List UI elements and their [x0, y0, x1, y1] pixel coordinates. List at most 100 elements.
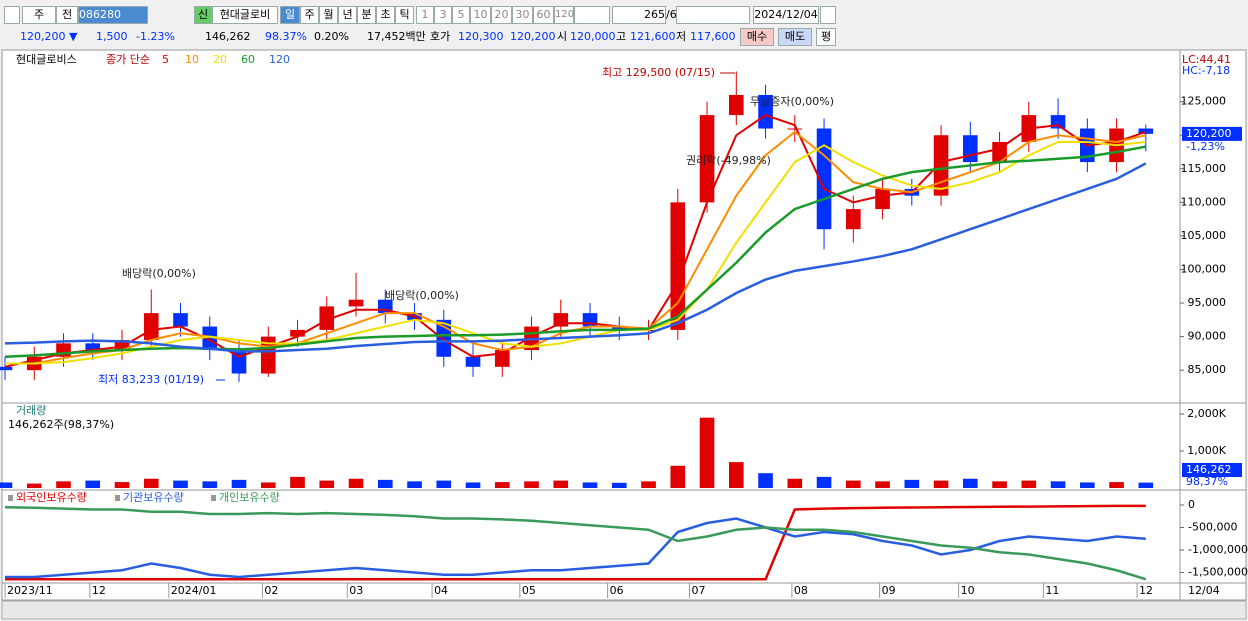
y-tick-label: 110,000	[1181, 195, 1227, 208]
y-tick-label: 100,000	[1181, 262, 1227, 275]
interval-button[interactable]: 5	[452, 6, 470, 24]
volume-bar	[407, 481, 422, 488]
prev-button[interactable]: 전	[56, 6, 78, 24]
legend-entry: 기관보유수량	[123, 491, 184, 504]
bid: 120,200	[510, 30, 556, 43]
volume-bar	[290, 476, 305, 488]
low: 117,600	[690, 30, 736, 43]
period-button[interactable]: 틱	[395, 6, 414, 24]
period-button[interactable]: 월	[319, 6, 338, 24]
annotation: 무상증자(0,00%)	[750, 95, 834, 108]
x-tick-label: 12	[1139, 584, 1153, 597]
volume-bar	[26, 483, 42, 488]
volume-bar	[1021, 480, 1037, 488]
change-rate: -1.23%	[136, 30, 175, 43]
candle-body	[143, 313, 159, 340]
buy-button[interactable]: 매수	[740, 28, 774, 46]
volume-bar	[641, 481, 656, 488]
volume-rate: 98.37%	[265, 30, 307, 43]
high-label: 고	[616, 30, 627, 43]
y-tick-label: 90,000	[1188, 330, 1227, 343]
volume-bar	[319, 480, 335, 488]
interval-button[interactable]: 30	[512, 6, 533, 24]
candle-body	[699, 115, 715, 203]
y-tick-label: 1,000K	[1187, 444, 1226, 457]
x-tick-label: 10	[961, 584, 975, 597]
x-tick-label: 2024/01	[171, 584, 217, 597]
scrollbar[interactable]	[1, 600, 1247, 620]
x-tick-label: 02	[264, 584, 278, 597]
dropdown[interactable]	[574, 6, 610, 24]
period-select[interactable]: 주	[22, 6, 56, 24]
volume-bar	[494, 482, 510, 488]
interval-button[interactable]: 120	[554, 6, 574, 24]
period-button[interactable]: 일	[280, 6, 300, 24]
last-price-box	[1182, 126, 1242, 141]
y-tick-label: -1,000,000	[1188, 543, 1248, 556]
y-tick-label: 0	[1188, 498, 1195, 511]
volume-rate: 98,37%	[1186, 475, 1228, 488]
annotation: 최고 129,500 (07/15)	[602, 66, 715, 79]
annotation: 배당락(0,00%)	[122, 267, 196, 280]
candle-body	[173, 313, 188, 327]
x-tick-label: 12	[92, 584, 106, 597]
date-input[interactable]: 2024/12/04	[753, 6, 819, 24]
period-button[interactable]: 초	[376, 6, 395, 24]
interval-button[interactable]: 20	[491, 6, 512, 24]
line-series	[4, 162, 1147, 353]
x-tick-label: 08	[794, 584, 808, 597]
candle-body	[758, 94, 773, 129]
annotation: 최저 83,233 (01/19)	[98, 373, 204, 386]
volume-bar	[524, 481, 539, 488]
period-button[interactable]: 년	[338, 6, 357, 24]
x-end-label: 12/04	[1188, 584, 1220, 597]
x-tick-label: 07	[691, 584, 705, 597]
volume-bar	[260, 482, 276, 488]
y-tick-label: 105,000	[1181, 229, 1227, 242]
code-input[interactable]: 086280	[78, 6, 148, 24]
volume-bar	[787, 478, 803, 488]
volume-bar	[1138, 482, 1154, 488]
interval-button[interactable]: 10	[470, 6, 491, 24]
legend-entry: 개인보유수량	[219, 491, 280, 504]
volume-bar	[553, 480, 569, 488]
y-tick-label: 115,000	[1181, 162, 1227, 175]
tool-icons[interactable]	[676, 6, 750, 24]
volume-bar	[933, 480, 949, 488]
change: 1,500	[96, 30, 128, 43]
y-tick-label: -500,000	[1188, 521, 1237, 534]
icon[interactable]	[4, 6, 20, 24]
open: 120,000	[570, 30, 616, 43]
y-tick-label: 85,000	[1188, 363, 1227, 376]
new-badge[interactable]: 신	[194, 6, 212, 24]
volume-bar	[582, 482, 598, 488]
candle-body	[845, 209, 861, 230]
sell-button[interactable]: 매도	[778, 28, 812, 46]
count-input[interactable]: 265	[612, 6, 666, 24]
volume-bar	[875, 481, 890, 488]
stock-name[interactable]: 현대글로비	[212, 6, 278, 24]
candle-body	[875, 188, 890, 210]
calendar-icon[interactable]	[820, 6, 836, 24]
interval-button[interactable]: 3	[434, 6, 452, 24]
candle-body	[319, 306, 335, 330]
legend-entry: 120	[269, 53, 290, 66]
interval-button[interactable]: 1	[416, 6, 434, 24]
legend-entry: 5	[162, 53, 169, 66]
last-change: -1,23%	[1186, 140, 1225, 153]
volume-bar	[962, 478, 978, 488]
volume-bar	[758, 473, 773, 488]
candle-body	[114, 339, 130, 351]
avg-button[interactable]: 평	[816, 28, 836, 46]
candle-body	[348, 299, 364, 307]
volume-bar	[56, 481, 71, 488]
legend-entry: 10	[185, 53, 199, 66]
panel-title: 거래량	[16, 404, 46, 417]
period-button[interactable]: 주	[300, 6, 319, 24]
annotation: 권리락(-49,98%)	[686, 154, 771, 167]
period-button[interactable]: 분	[357, 6, 376, 24]
volume-bar	[1080, 482, 1095, 488]
line-series	[4, 506, 1147, 581]
interval-button[interactable]: 60	[533, 6, 554, 24]
